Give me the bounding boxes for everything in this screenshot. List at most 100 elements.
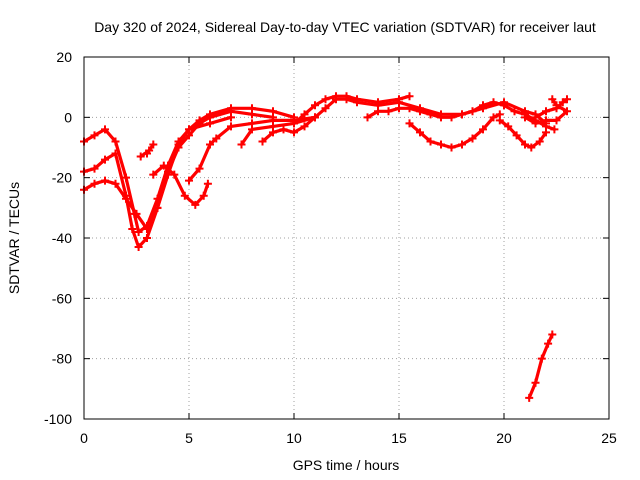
data-point-marker <box>134 243 143 252</box>
data-point-marker <box>136 152 145 161</box>
data-point-marker <box>447 113 456 122</box>
data-point-marker <box>552 116 561 125</box>
x-tick-labels: 0 5 10 15 20 25 <box>80 430 617 446</box>
data-point-marker <box>548 95 557 104</box>
y-tick-label: -20 <box>52 170 72 186</box>
data-point-marker <box>321 95 330 104</box>
x-tick-label: 25 <box>601 430 617 446</box>
y-tick-label: -100 <box>44 411 72 427</box>
data-point-marker <box>174 140 183 149</box>
y-tick-label: 0 <box>64 109 72 125</box>
data-point-marker <box>548 330 557 339</box>
data-point-marker <box>300 110 309 119</box>
data-point-marker <box>290 128 298 137</box>
y-axis-label: SDTVAR / TECUs <box>6 182 22 294</box>
data-point-marker <box>311 101 319 110</box>
data-point-marker <box>199 191 208 200</box>
data-point-marker <box>185 176 193 185</box>
data-point-marker <box>227 122 235 131</box>
data-point-marker <box>437 113 445 122</box>
data-point-marker <box>495 116 504 125</box>
data-point-marker <box>258 137 267 146</box>
data-point-marker <box>90 131 99 140</box>
data-point-marker <box>374 107 382 116</box>
data-point-marker <box>191 200 200 209</box>
data-point-marker <box>332 92 340 101</box>
data-point-marker <box>552 104 561 113</box>
data-point-marker <box>395 104 403 113</box>
y-tick-label: -40 <box>52 230 72 246</box>
data-point-marker <box>525 393 534 402</box>
data-point-marker <box>248 110 256 119</box>
data-point-marker <box>149 140 158 149</box>
data-point-marker <box>458 140 466 149</box>
data-point-marker <box>447 143 456 152</box>
data-point-marker <box>479 125 487 134</box>
data-point-marker <box>531 378 540 387</box>
data-point-marker <box>290 119 298 128</box>
data-point-marker <box>342 92 351 101</box>
data-point-marker <box>363 113 372 122</box>
series-track-15 <box>525 330 557 402</box>
data-point-marker <box>237 140 246 149</box>
data-point-marker <box>227 113 235 122</box>
data-point-marker <box>279 125 288 134</box>
data-point-marker <box>122 194 130 203</box>
data-point-marker <box>248 125 256 134</box>
data-point-marker <box>405 92 414 101</box>
series-track-12 <box>495 116 550 152</box>
data-point-marker <box>128 224 137 233</box>
y-tick-label: 20 <box>56 49 72 65</box>
data-point-marker <box>134 227 143 236</box>
data-point-marker <box>311 113 319 122</box>
data-point-marker <box>416 107 424 116</box>
series-track-4 <box>136 140 158 161</box>
data-point-marker <box>111 137 120 146</box>
data-point-marker <box>300 122 309 131</box>
data-point-marker <box>321 104 330 113</box>
axis-ticks <box>83 56 610 420</box>
data-point-marker <box>468 107 477 116</box>
data-point-marker <box>153 203 162 212</box>
data-point-marker <box>374 98 382 107</box>
data-point-marker <box>122 173 130 182</box>
data-point-marker <box>544 339 553 348</box>
data-series-group <box>80 92 571 402</box>
x-tick-label: 10 <box>286 430 302 446</box>
series-track-14 <box>531 95 571 122</box>
data-point-marker <box>143 234 151 242</box>
data-point-marker <box>405 104 414 113</box>
data-point-marker <box>212 134 221 143</box>
data-point-marker <box>437 140 445 149</box>
data-point-marker <box>504 122 513 131</box>
data-point-marker <box>170 170 179 179</box>
data-point-marker <box>384 107 393 116</box>
data-point-marker <box>458 110 466 119</box>
data-point-marker <box>143 224 151 233</box>
data-point-marker <box>563 107 571 116</box>
x-axis-label: GPS time / hours <box>293 457 400 473</box>
data-point-marker <box>159 161 168 170</box>
data-point-marker <box>111 149 120 158</box>
data-point-marker <box>531 113 540 122</box>
data-point-marker <box>542 116 550 125</box>
x-tick-label: 15 <box>391 430 407 446</box>
data-point-marker <box>101 155 109 164</box>
x-tick-label: 0 <box>80 430 88 446</box>
data-point-marker <box>416 128 424 137</box>
y-tick-label: -80 <box>52 351 72 367</box>
chart-title: Day 320 of 2024, Sidereal Day-to-day VTE… <box>94 19 596 35</box>
data-point-marker <box>510 107 519 116</box>
data-point-marker <box>90 179 99 188</box>
data-point-marker <box>149 170 158 179</box>
y-tick-labels: -100 -80 -60 -40 -20 0 20 <box>44 49 72 427</box>
data-point-marker <box>550 125 559 134</box>
data-point-marker <box>512 131 521 140</box>
x-tick-label: 20 <box>496 430 512 446</box>
data-point-marker <box>542 107 550 116</box>
data-point-marker <box>521 113 529 122</box>
data-point-marker <box>206 119 214 128</box>
series-track-9 <box>290 92 414 128</box>
data-point-marker <box>269 128 277 137</box>
